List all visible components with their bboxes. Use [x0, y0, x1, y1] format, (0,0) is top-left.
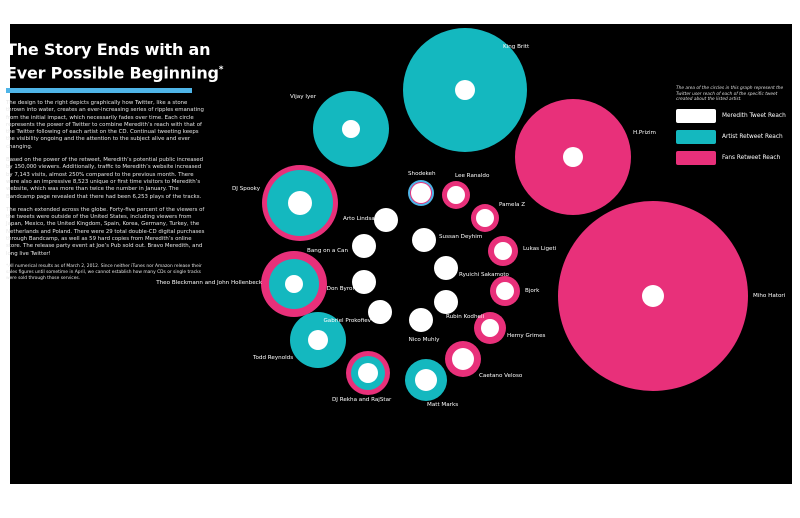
- ripple-inner-core: [452, 348, 474, 370]
- title-text: The Story Ends with an Ever Possible Beg…: [6, 40, 219, 83]
- artist-ripple-bjork: [490, 276, 520, 306]
- artist-ripple-vijay-iyer: [313, 91, 389, 167]
- artist-ripple-pamela-z: [471, 204, 499, 232]
- artist-ripple-h-prizim: [515, 99, 631, 215]
- artist-ripple-miho-hatori: [558, 201, 748, 391]
- ripple-inner-core: [308, 330, 328, 350]
- ripple-inner-core: [411, 183, 431, 203]
- artist-label: Theo Bleckmann and John Hollenbeck: [155, 280, 263, 286]
- artist-ripple-arto-lindsay: [374, 208, 398, 232]
- ripple-outer-ring: [352, 234, 376, 258]
- artist-ripple-todd-reynolds: [290, 312, 346, 368]
- artist-ripple-nico-muhly: [409, 308, 433, 332]
- ripple-inner-core: [358, 363, 378, 383]
- artist-ripple-herny-grimes: [474, 312, 506, 344]
- artist-label: Sussan Deyhim: [439, 234, 482, 240]
- ripple-inner-core: [481, 319, 499, 337]
- artist-label: Herny Grimes: [507, 333, 546, 339]
- artist-ripple-bang-on-a-can: [352, 234, 376, 258]
- artist-label: Caetano Veloso: [479, 373, 523, 379]
- ripple-inner-core: [288, 191, 312, 215]
- title-footnote-mark: *: [218, 65, 224, 75]
- ripple-inner-core: [415, 369, 437, 391]
- artist-ripple-shodekeh: [408, 180, 434, 206]
- legend-label: Meredith Tweet Reach: [722, 112, 786, 119]
- artist-label: Matt Marks: [427, 402, 458, 408]
- artist-label: Ryuichi Sakamoto: [459, 272, 510, 278]
- ripple-inner-core: [476, 209, 494, 227]
- ripple-outer-ring: [374, 208, 398, 232]
- legend-note: The area of the circles in this graph re…: [676, 86, 784, 103]
- title-underline: [6, 88, 192, 93]
- artist-ripple-lee-ranaldo: [442, 181, 470, 209]
- artist-ripple-theo-bleckmann-and-john-hollenbeck: [261, 251, 327, 317]
- legend-item-fans: Fans Retweet Reach: [676, 150, 786, 165]
- artist-label: Arto Lindsay: [343, 216, 379, 222]
- ripple-inner-core: [642, 285, 664, 307]
- artist-label: Bjork: [525, 288, 540, 294]
- artist-ripple-sussan-deyhim: [412, 228, 436, 252]
- artist-label: Rubin Kodheli: [446, 314, 485, 320]
- artist-label: Shodekeh: [408, 171, 436, 177]
- paragraph-intro: The design to the right depicts graphica…: [6, 100, 204, 150]
- footnote: *All numerical results as of March 2, 20…: [6, 263, 202, 281]
- artist-ripple-matt-marks: [405, 359, 447, 401]
- ripple-outer-ring: [352, 270, 376, 294]
- page-title: The Story Ends with an Ever Possible Beg…: [6, 40, 236, 83]
- artist-label: Todd Reynolds: [252, 355, 293, 361]
- ripple-outer-ring: [434, 290, 458, 314]
- legend-item-artist: Artist Retweet Reach: [676, 129, 786, 144]
- artist-label: Gabriel Prokofiev: [323, 318, 371, 324]
- legend-item-meredith: Meredith Tweet Reach: [676, 108, 786, 123]
- ripple-inner-core: [285, 275, 303, 293]
- ripple-inner-core: [563, 147, 583, 167]
- legend-swatch-meredith: [676, 108, 716, 123]
- artist-ripple-caetano-veloso: [445, 341, 481, 377]
- artist-label: Lee Ranaldo: [455, 173, 490, 179]
- legend-label: Artist Retweet Reach: [722, 133, 783, 140]
- artist-ripple-dj-spooky: [262, 165, 338, 241]
- artist-label: Pamela Z: [499, 202, 525, 208]
- artist-ripple-don-byron: [352, 270, 376, 294]
- artist-ripple-ryuichi-sakamoto: [434, 256, 458, 280]
- artist-ripple-rubin-kodheli: [434, 290, 458, 314]
- artist-label: DJ Rekha and RajStar: [332, 397, 392, 403]
- artist-ripple-gabriel-prokofiev: [368, 300, 392, 324]
- ripple-inner-core: [494, 242, 512, 260]
- paragraph-results: Based on the power of the retweet, Mered…: [6, 157, 204, 200]
- artist-label: Bang on a Can: [307, 248, 348, 254]
- artist-label: Nico Muhly: [409, 337, 440, 343]
- ripple-outer-ring: [412, 228, 436, 252]
- ripple-inner-core: [447, 186, 465, 204]
- legend-swatch-fans: [676, 150, 716, 165]
- artist-label: H.Prizim: [633, 130, 656, 136]
- ripple-inner-core: [496, 282, 514, 300]
- artist-ripple-dj-rekha-and-rajstar: [346, 351, 390, 395]
- artist-label: Don Byron: [327, 286, 357, 292]
- artist-label: Miho Hatori: [753, 293, 786, 299]
- legend-swatch-artist: [676, 129, 716, 144]
- artist-label: DJ Spooky: [232, 186, 261, 192]
- artist-label: Lukas Ligeti: [523, 246, 557, 252]
- paragraph-reach: The reach extended across the globe. For…: [6, 206, 205, 257]
- artist-label: King Britt: [503, 44, 530, 50]
- ripple-inner-core: [342, 120, 360, 138]
- ripple-outer-ring: [409, 308, 433, 332]
- ripple-inner-core: [455, 80, 475, 100]
- description-panel: The design to the right depicts graphica…: [6, 100, 206, 288]
- artist-label: Vijay Iyer: [290, 94, 317, 100]
- ripple-outer-ring: [368, 300, 392, 324]
- legend-label: Fans Retweet Reach: [722, 154, 781, 161]
- artist-ripple-king-britt: [403, 28, 527, 152]
- artist-ripple-lukas-ligeti: [488, 236, 518, 266]
- ripple-outer-ring: [434, 256, 458, 280]
- legend: The area of the circles in this graph re…: [676, 86, 786, 172]
